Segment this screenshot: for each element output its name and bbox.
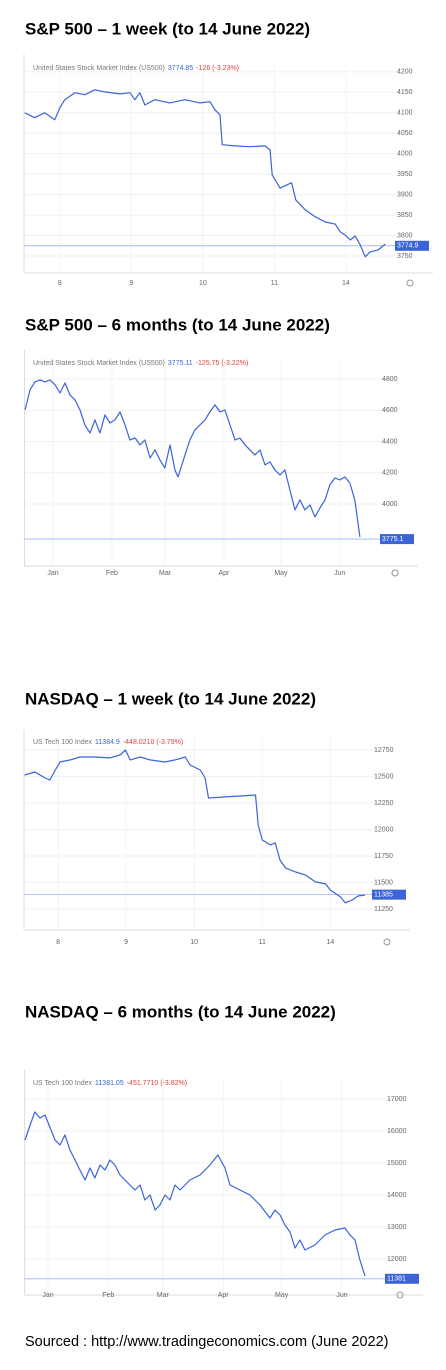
- y-tick-label: 3800: [397, 232, 413, 239]
- y-tick-label: 4200: [382, 470, 398, 477]
- x-tick-label: Apr: [218, 1292, 230, 1299]
- index-name: United States Stock Market Index (US500): [33, 360, 165, 367]
- x-tick-label: 9: [129, 280, 133, 287]
- x-tick-label: 9: [124, 939, 128, 946]
- y-tick-label: 4150: [397, 89, 413, 96]
- settings-icon: [396, 1291, 404, 1299]
- chart-title: NASDAQ – 1 week (to 14 June 2022): [25, 689, 316, 708]
- last-price: 11384.9: [95, 739, 120, 746]
- x-tick-label: Mar: [157, 1292, 170, 1299]
- current-value-box: [395, 240, 429, 251]
- last-price: 3774.85: [168, 65, 193, 72]
- chart-title: NASDAQ – 6 months (to 14 June 2022): [25, 1002, 336, 1021]
- settings-icon: [406, 279, 414, 287]
- y-tick-label: 3850: [397, 212, 413, 219]
- x-tick-label: Jan: [47, 570, 58, 577]
- x-tick-label: Feb: [106, 570, 118, 577]
- x-tick-label: 14: [342, 280, 350, 287]
- current-value-label: 3775.1: [382, 536, 404, 543]
- y-tick-label: 4200: [397, 69, 413, 76]
- x-tick-label: 14: [326, 939, 334, 946]
- x-tick-label: Jun: [336, 1292, 347, 1299]
- chart-title: S&P 500 – 1 week (to 14 June 2022): [25, 19, 310, 38]
- y-tick-label: 12000: [387, 1256, 407, 1263]
- y-tick-label: 12750: [374, 747, 394, 754]
- index-name: US Tech 100 Index: [33, 739, 93, 746]
- y-tick-label: 4000: [382, 501, 398, 508]
- index-name: US Tech 100 Index: [33, 1080, 93, 1087]
- x-tick-label: Jan: [42, 1292, 53, 1299]
- current-value-box: [372, 889, 406, 900]
- index-name: United States Stock Market Index (US500): [33, 65, 165, 72]
- x-tick-label: Apr: [218, 570, 230, 577]
- x-tick-label: Feb: [102, 1292, 114, 1299]
- x-tick-label: 11: [271, 280, 278, 287]
- current-value-label: 11381: [387, 1276, 406, 1283]
- y-tick-label: 14000: [387, 1192, 407, 1199]
- y-tick-label: 4400: [382, 438, 398, 445]
- price-line: [24, 89, 386, 258]
- x-tick-label: Mar: [159, 570, 172, 577]
- y-tick-label: 3900: [397, 191, 413, 198]
- y-tick-label: 3750: [397, 253, 413, 260]
- chart-title: S&P 500 – 6 months (to 14 June 2022): [25, 315, 330, 334]
- chart-header: US Tech 100 Index 11384.9 -448.0210 (-3.79…: [33, 739, 183, 746]
- change: -125.75 (-3.22%): [196, 360, 249, 367]
- y-tick-label: 4600: [382, 407, 398, 414]
- current-value-box: [385, 1273, 419, 1284]
- x-tick-label: 8: [56, 939, 60, 946]
- settings-icon: [383, 938, 391, 946]
- source: Sourced : http://www.tradingeconomics.co…: [25, 1334, 388, 1350]
- settings-icon: [391, 569, 399, 577]
- chart-header: US Tech 100 Index 11381.05 -451.7710 (-3.8…: [33, 1080, 187, 1087]
- y-tick-label: 4050: [397, 130, 413, 137]
- y-tick-label: 13000: [387, 1224, 407, 1231]
- y-tick-label: 12250: [374, 800, 394, 807]
- price-line: [24, 749, 366, 904]
- change: -448.0210 (-3.79%): [123, 739, 183, 746]
- price-line: [24, 379, 361, 537]
- y-tick-label: 11750: [374, 853, 393, 860]
- y-tick-label: 11500: [374, 879, 393, 886]
- y-tick-label: 15000: [387, 1160, 407, 1167]
- y-tick-label: 12500: [374, 773, 394, 780]
- change: -451.7710 (-3.82%): [127, 1080, 187, 1087]
- x-tick-label: 10: [190, 939, 198, 946]
- x-tick-label: Jun: [334, 570, 345, 577]
- last-price: 11381.05: [95, 1080, 124, 1087]
- last-price: 3775.11: [168, 360, 193, 367]
- y-tick-label: 11250: [374, 906, 393, 913]
- current-value-box: [380, 534, 414, 545]
- y-tick-label: 17000: [387, 1096, 407, 1103]
- x-tick-label: 10: [199, 280, 207, 287]
- chart-header: United States Stock Market Index (US500)…: [33, 360, 248, 367]
- y-tick-label: 4100: [397, 110, 413, 117]
- chart-header: United States Stock Market Index (US500)…: [33, 65, 239, 72]
- y-tick-label: 12000: [374, 826, 394, 833]
- y-tick-label: 16000: [387, 1128, 407, 1135]
- x-tick-label: May: [274, 570, 288, 577]
- current-value-label: 11385: [374, 891, 393, 898]
- change: -126 (-3.23%): [196, 65, 239, 72]
- x-tick-label: 8: [58, 280, 62, 287]
- x-tick-label: 11: [259, 939, 266, 946]
- price-line: [24, 1111, 366, 1277]
- y-tick-label: 3950: [397, 171, 413, 178]
- y-tick-label: 4800: [382, 376, 398, 383]
- y-tick-label: 4000: [397, 151, 413, 158]
- current-value-label: 3774.9: [397, 243, 419, 250]
- x-tick-label: May: [275, 1292, 289, 1299]
